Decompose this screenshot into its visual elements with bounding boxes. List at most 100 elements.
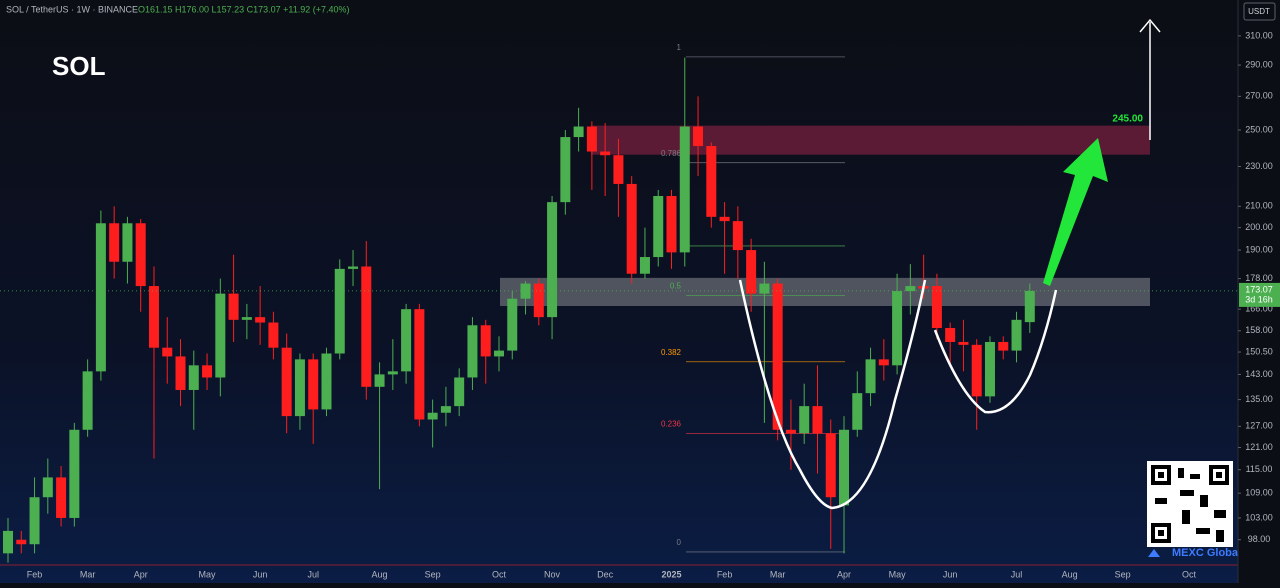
currency-box — [1243, 2, 1276, 21]
candle-body — [520, 283, 531, 299]
candle-body — [241, 317, 252, 320]
candle-body — [255, 317, 266, 323]
x-tick-label: Sep — [1115, 569, 1131, 579]
candle-body — [374, 374, 385, 387]
x-tick-label: Apr — [134, 569, 148, 579]
candle-body — [348, 266, 359, 269]
fib-label: 0 — [677, 538, 682, 547]
fib-label: 0.236 — [661, 420, 682, 429]
candle-body — [958, 341, 969, 345]
fib-label: 1 — [677, 43, 682, 52]
x-tick-label: Apr — [837, 569, 851, 579]
candle-body — [799, 406, 810, 434]
candle-body — [759, 283, 770, 294]
candle-body — [414, 309, 425, 420]
x-tick-label: 2025 — [661, 569, 681, 579]
x-tick-label: May — [889, 569, 907, 579]
x-tick-label: Sep — [425, 569, 441, 579]
candle-body — [16, 539, 27, 545]
candle-body — [573, 126, 584, 138]
candle-body — [188, 365, 199, 390]
currency-label: USDT — [1248, 7, 1270, 16]
candle-body — [334, 268, 345, 354]
y-tick-label: 135.00 — [1245, 394, 1273, 404]
candle-body — [69, 429, 80, 518]
y-tick-label: 290.00 — [1245, 59, 1273, 69]
candle-body — [865, 359, 876, 394]
candle-body — [122, 223, 133, 262]
y-tick-label: 178.00 — [1245, 273, 1273, 283]
candle-body — [586, 126, 597, 152]
candle-body — [653, 195, 664, 258]
handle-curve — [933, 289, 1058, 414]
candle-body — [29, 497, 40, 545]
candle-body — [560, 137, 571, 203]
candle-body — [852, 393, 863, 430]
candle-body — [533, 283, 544, 318]
candle-body — [109, 223, 120, 262]
candle-body — [706, 146, 717, 217]
candle-body — [931, 286, 942, 329]
x-tick-label: Jun — [253, 569, 268, 579]
candle-body — [42, 477, 53, 498]
candle-body — [454, 377, 465, 407]
x-tick-label: Oct — [492, 569, 507, 579]
plot-area: 1 0.786 0.5 0.382 0.236 0 — [0, 43, 1238, 563]
x-tick-label: Jul — [1011, 569, 1023, 579]
candle-body — [613, 155, 624, 184]
target-label: 245.00 — [1112, 113, 1143, 124]
x-tick-label: Nov — [544, 569, 561, 579]
candle-body — [945, 328, 956, 342]
candle-body — [1024, 290, 1035, 323]
candle-body — [772, 283, 783, 430]
cup-curve — [738, 279, 927, 510]
up-arrow-head — [1139, 18, 1161, 33]
candle-body — [746, 250, 757, 294]
candle-body — [308, 359, 319, 410]
last-price-label: 173.07 — [1245, 284, 1273, 294]
candle-body — [785, 429, 796, 434]
candle-body — [825, 433, 836, 498]
x-tick-label: Jul — [307, 569, 319, 579]
x-tick-label: Oct — [1182, 569, 1197, 579]
watermark: MEXC Global — [1172, 547, 1241, 559]
candle-body — [905, 286, 916, 292]
y-tick-label: 200.00 — [1245, 222, 1273, 232]
candle-body — [626, 183, 637, 274]
fib-label: 0.5 — [670, 282, 682, 291]
candle-body — [600, 151, 611, 156]
candle-body — [732, 221, 743, 251]
candle-body — [679, 126, 690, 253]
x-tick-label: Dec — [597, 569, 614, 579]
candle-body — [719, 216, 730, 222]
candle-body — [56, 477, 67, 518]
candle-body — [507, 298, 518, 351]
x-tick-label: Aug — [1062, 569, 1078, 579]
candle-body — [281, 347, 292, 417]
y-tick-label: 143.00 — [1245, 369, 1273, 379]
x-tick-label: Mar — [770, 569, 786, 579]
candle-body — [839, 429, 850, 506]
candle-body — [135, 223, 146, 287]
candle-body — [95, 223, 106, 372]
y-tick-label: 109.00 — [1245, 488, 1273, 498]
candle-body — [401, 309, 412, 372]
candle-body — [361, 266, 372, 387]
y-tick-label: 250.00 — [1245, 124, 1273, 134]
candle-body — [639, 257, 650, 274]
y-tick-label: 103.00 — [1245, 512, 1273, 522]
candle-body — [971, 344, 982, 397]
candle-body — [878, 359, 889, 366]
target-arrow — [1043, 138, 1108, 286]
candle-body — [3, 530, 13, 554]
candle-body — [984, 341, 995, 397]
symbol-info: SOL / TetherUS · 1W · BINANCE — [6, 4, 138, 14]
fib-label: 0.786 — [661, 149, 682, 158]
candle-body — [427, 412, 438, 420]
countdown: 3d 16h — [1245, 294, 1273, 304]
x-tick-label: Feb — [27, 569, 43, 579]
y-tick-label: 115.00 — [1246, 464, 1273, 474]
y-tick-label: 210.00 — [1245, 201, 1273, 211]
